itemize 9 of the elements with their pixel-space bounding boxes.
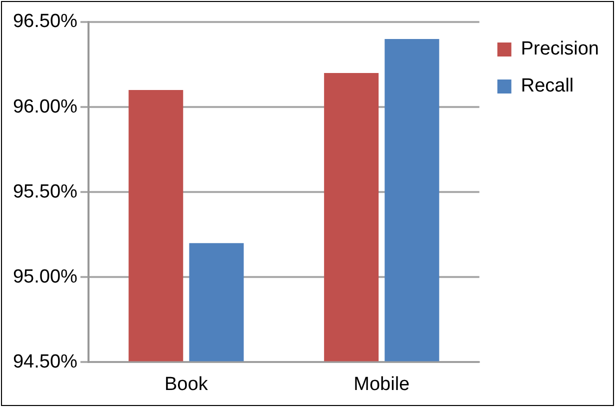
x-tick-label: Mobile	[354, 374, 410, 395]
y-tick-label: 96.50%	[12, 11, 78, 32]
y-tick-label: 94.50%	[12, 351, 78, 372]
y-tick-label: 95.00%	[12, 266, 78, 288]
legend-label: Precision	[520, 38, 600, 60]
x-tick-label: Book	[164, 374, 208, 395]
y-tick-label: 96.00%	[12, 96, 78, 118]
legend-label: Recall	[520, 76, 574, 97]
y-tick-label: 95.50%	[12, 181, 78, 202]
